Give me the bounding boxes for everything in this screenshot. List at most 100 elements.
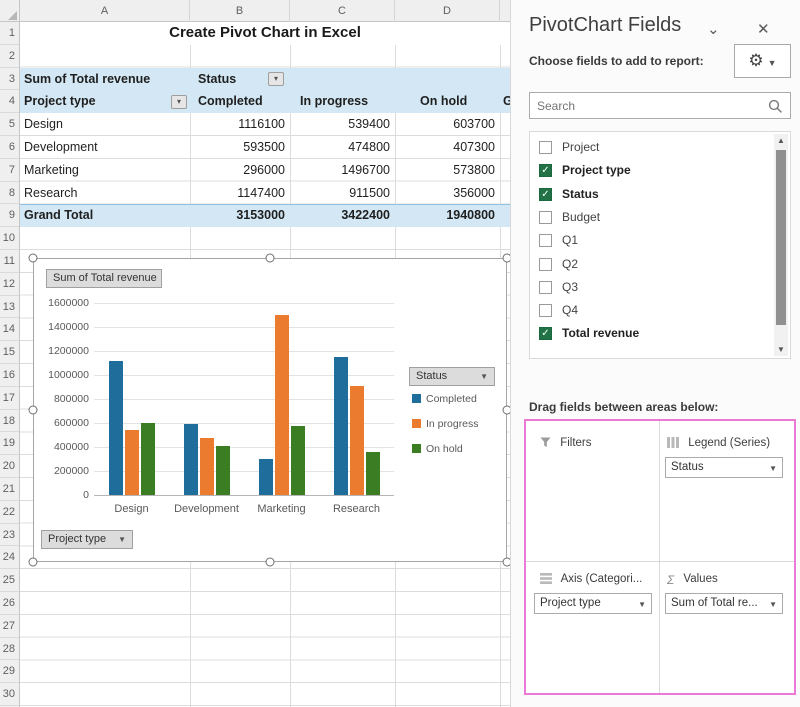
row-header-1[interactable]: 1 <box>0 22 19 45</box>
pivot-row-label[interactable]: Research <box>24 185 78 200</box>
row-header-18[interactable]: 18 <box>0 410 19 433</box>
pivot-row-label[interactable]: Grand Total <box>24 208 94 223</box>
row-header-24[interactable]: 24 <box>0 546 19 570</box>
pivot-value-cell[interactable]: 1940800 <box>446 208 495 223</box>
pivot-value-cell[interactable]: 356000 <box>453 185 495 200</box>
bar-in-progress-marketing[interactable] <box>274 315 289 495</box>
chart-selection-handle[interactable] <box>28 405 38 415</box>
pivot-value-cell[interactable]: 603700 <box>453 117 495 132</box>
chart-selection-handle[interactable] <box>265 557 275 567</box>
chart-legend-field-button[interactable]: Status ▼ <box>409 367 495 386</box>
chart-measure-field-button[interactable]: Sum of Total revenue <box>46 269 162 288</box>
pivot-value-cell[interactable]: 1496700 <box>341 162 390 177</box>
pivot-col-header-inprogress[interactable]: In progress <box>300 94 369 109</box>
pivot-value-cell[interactable]: 573800 <box>453 162 495 177</box>
column-header-a[interactable]: A <box>20 0 190 22</box>
field-item-q3[interactable]: Q3 <box>530 276 770 299</box>
row-header-10[interactable]: 10 <box>0 227 19 250</box>
pivot-row-label[interactable]: Marketing <box>24 162 79 177</box>
row-header-4[interactable]: 4 <box>0 90 19 114</box>
pivot-value-cell[interactable]: 3153000 <box>236 208 285 223</box>
legend-item-on-hold[interactable]: On hold <box>412 443 463 457</box>
legend-item-completed[interactable]: Completed <box>412 393 477 407</box>
row-header-3[interactable]: 3 <box>0 68 19 91</box>
pivot-chart[interactable]: Sum of Total revenue 1600000 1400000 12000… <box>33 258 507 562</box>
values-area-field-chip[interactable]: ▼ Sum of Total re... <box>665 593 783 614</box>
row-header-27[interactable]: 27 <box>0 615 19 638</box>
chart-selection-handle[interactable] <box>265 253 275 263</box>
row-header-26[interactable]: 26 <box>0 592 19 615</box>
row-header-12[interactable]: 12 <box>0 273 19 296</box>
chart-selection-handle[interactable] <box>28 253 38 263</box>
bar-on-hold-research[interactable] <box>365 452 380 495</box>
field-checkbox[interactable] <box>539 304 552 318</box>
row-header-13[interactable]: 13 <box>0 296 19 319</box>
field-item-budget[interactable]: Budget <box>530 206 770 229</box>
scroll-up-icon[interactable]: ▲ <box>777 136 785 145</box>
row-header-25[interactable]: 25 <box>0 569 19 592</box>
pivot-value-cell[interactable]: 296000 <box>243 162 285 177</box>
pivot-measure-cell[interactable]: Sum of Total revenue <box>24 71 151 86</box>
field-item-status[interactable]: ✓ Status <box>530 183 770 206</box>
field-checkbox[interactable] <box>539 257 552 271</box>
select-all-corner[interactable] <box>0 0 20 22</box>
row-header-14[interactable]: 14 <box>0 318 19 342</box>
column-header-b[interactable]: B <box>190 0 290 22</box>
row-header-19[interactable]: 19 <box>0 432 19 456</box>
sheet-title-cell[interactable]: Create Pivot Chart in Excel <box>20 22 510 45</box>
row-header-29[interactable]: 29 <box>0 660 19 684</box>
chart-selection-handle[interactable] <box>502 253 510 263</box>
row-header-20[interactable]: 20 <box>0 455 19 478</box>
chart-selection-handle[interactable] <box>502 405 510 415</box>
row-header-23[interactable]: 23 <box>0 524 19 547</box>
chart-axis-field-button[interactable]: Project type ▼ <box>41 530 133 549</box>
field-item-q1[interactable]: Q1 <box>530 229 770 252</box>
scroll-down-icon[interactable]: ▼ <box>777 345 785 354</box>
row-header-7[interactable]: 7 <box>0 159 19 182</box>
field-checkbox[interactable] <box>539 280 552 294</box>
field-checkbox[interactable] <box>539 234 552 248</box>
pivot-col-header-onhold[interactable]: On hold <box>420 94 468 109</box>
row-header-17[interactable]: 17 <box>0 387 19 410</box>
pivot-row-label[interactable]: Design <box>24 117 63 132</box>
row-header-28[interactable]: 28 <box>0 638 19 661</box>
pivot-value-cell[interactable]: 3422400 <box>341 208 390 223</box>
pivot-value-cell[interactable]: 593500 <box>243 140 285 154</box>
field-checkbox[interactable]: ✓ <box>539 164 552 178</box>
row-header-22[interactable]: 22 <box>0 501 19 524</box>
search-input[interactable] <box>537 94 757 117</box>
field-checkbox[interactable] <box>539 210 552 224</box>
field-item-q4[interactable]: Q4 <box>530 299 770 322</box>
row-header-6[interactable]: 6 <box>0 136 19 159</box>
pivot-value-cell[interactable]: 1116100 <box>238 117 285 132</box>
row-header-5[interactable]: 5 <box>0 113 19 136</box>
legend-item-in-progress[interactable]: In progress <box>412 418 479 432</box>
row-header-8[interactable]: 8 <box>0 182 19 205</box>
column-header-d[interactable]: D <box>395 0 500 22</box>
panel-close-icon[interactable]: ✕ <box>757 21 770 38</box>
row-header-11[interactable]: 11 <box>0 250 19 273</box>
bar-in-progress-design[interactable] <box>124 430 139 495</box>
pivot-value-cell[interactable]: 474800 <box>348 140 390 154</box>
row-header-16[interactable]: 16 <box>0 364 19 387</box>
pivot-column-field-cell[interactable]: Status <box>198 71 237 86</box>
field-list-scrollbar[interactable]: ▲ ▼ <box>774 134 788 356</box>
field-checkbox[interactable] <box>539 141 552 154</box>
pivot-col-header-grandtotal-partial[interactable]: G <box>503 94 510 109</box>
project-type-filter-dropdown[interactable]: ▾ <box>171 95 187 109</box>
status-filter-dropdown[interactable]: ▾ <box>268 72 284 86</box>
field-checkbox[interactable]: ✓ <box>539 327 552 341</box>
tools-gear-button[interactable]: ⚙ ▼ <box>734 44 791 78</box>
field-checkbox[interactable]: ✓ <box>539 187 552 201</box>
bar-on-hold-marketing[interactable] <box>290 426 305 495</box>
row-header-30[interactable]: 30 <box>0 683 19 706</box>
pivot-row-label[interactable]: Development <box>24 140 98 154</box>
chart-selection-handle[interactable] <box>502 557 510 567</box>
pivot-row-field-cell[interactable]: Project type <box>24 94 96 109</box>
pivot-value-cell[interactable]: 1147400 <box>237 185 285 200</box>
row-header-15[interactable]: 15 <box>0 341 19 364</box>
field-item-project-type[interactable]: ✓ Project type <box>530 159 770 182</box>
column-header-c[interactable]: C <box>290 0 395 22</box>
field-item-total-revenue[interactable]: ✓ Total revenue <box>530 322 770 345</box>
scrollbar-thumb[interactable] <box>776 150 786 325</box>
